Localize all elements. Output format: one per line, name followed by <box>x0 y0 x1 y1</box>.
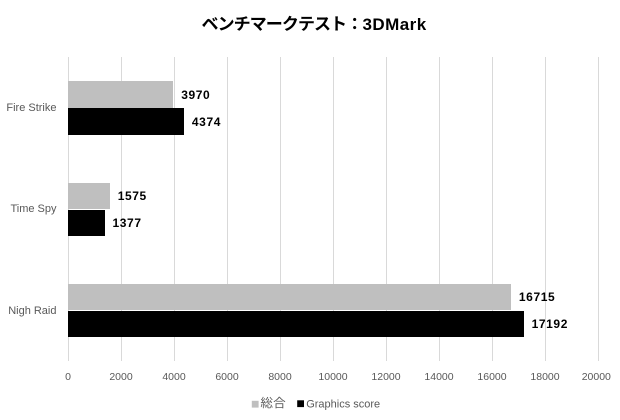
svg-text:3DMark: 3DMark <box>363 15 427 34</box>
svg-text:Graphics score: Graphics score <box>306 398 380 410</box>
